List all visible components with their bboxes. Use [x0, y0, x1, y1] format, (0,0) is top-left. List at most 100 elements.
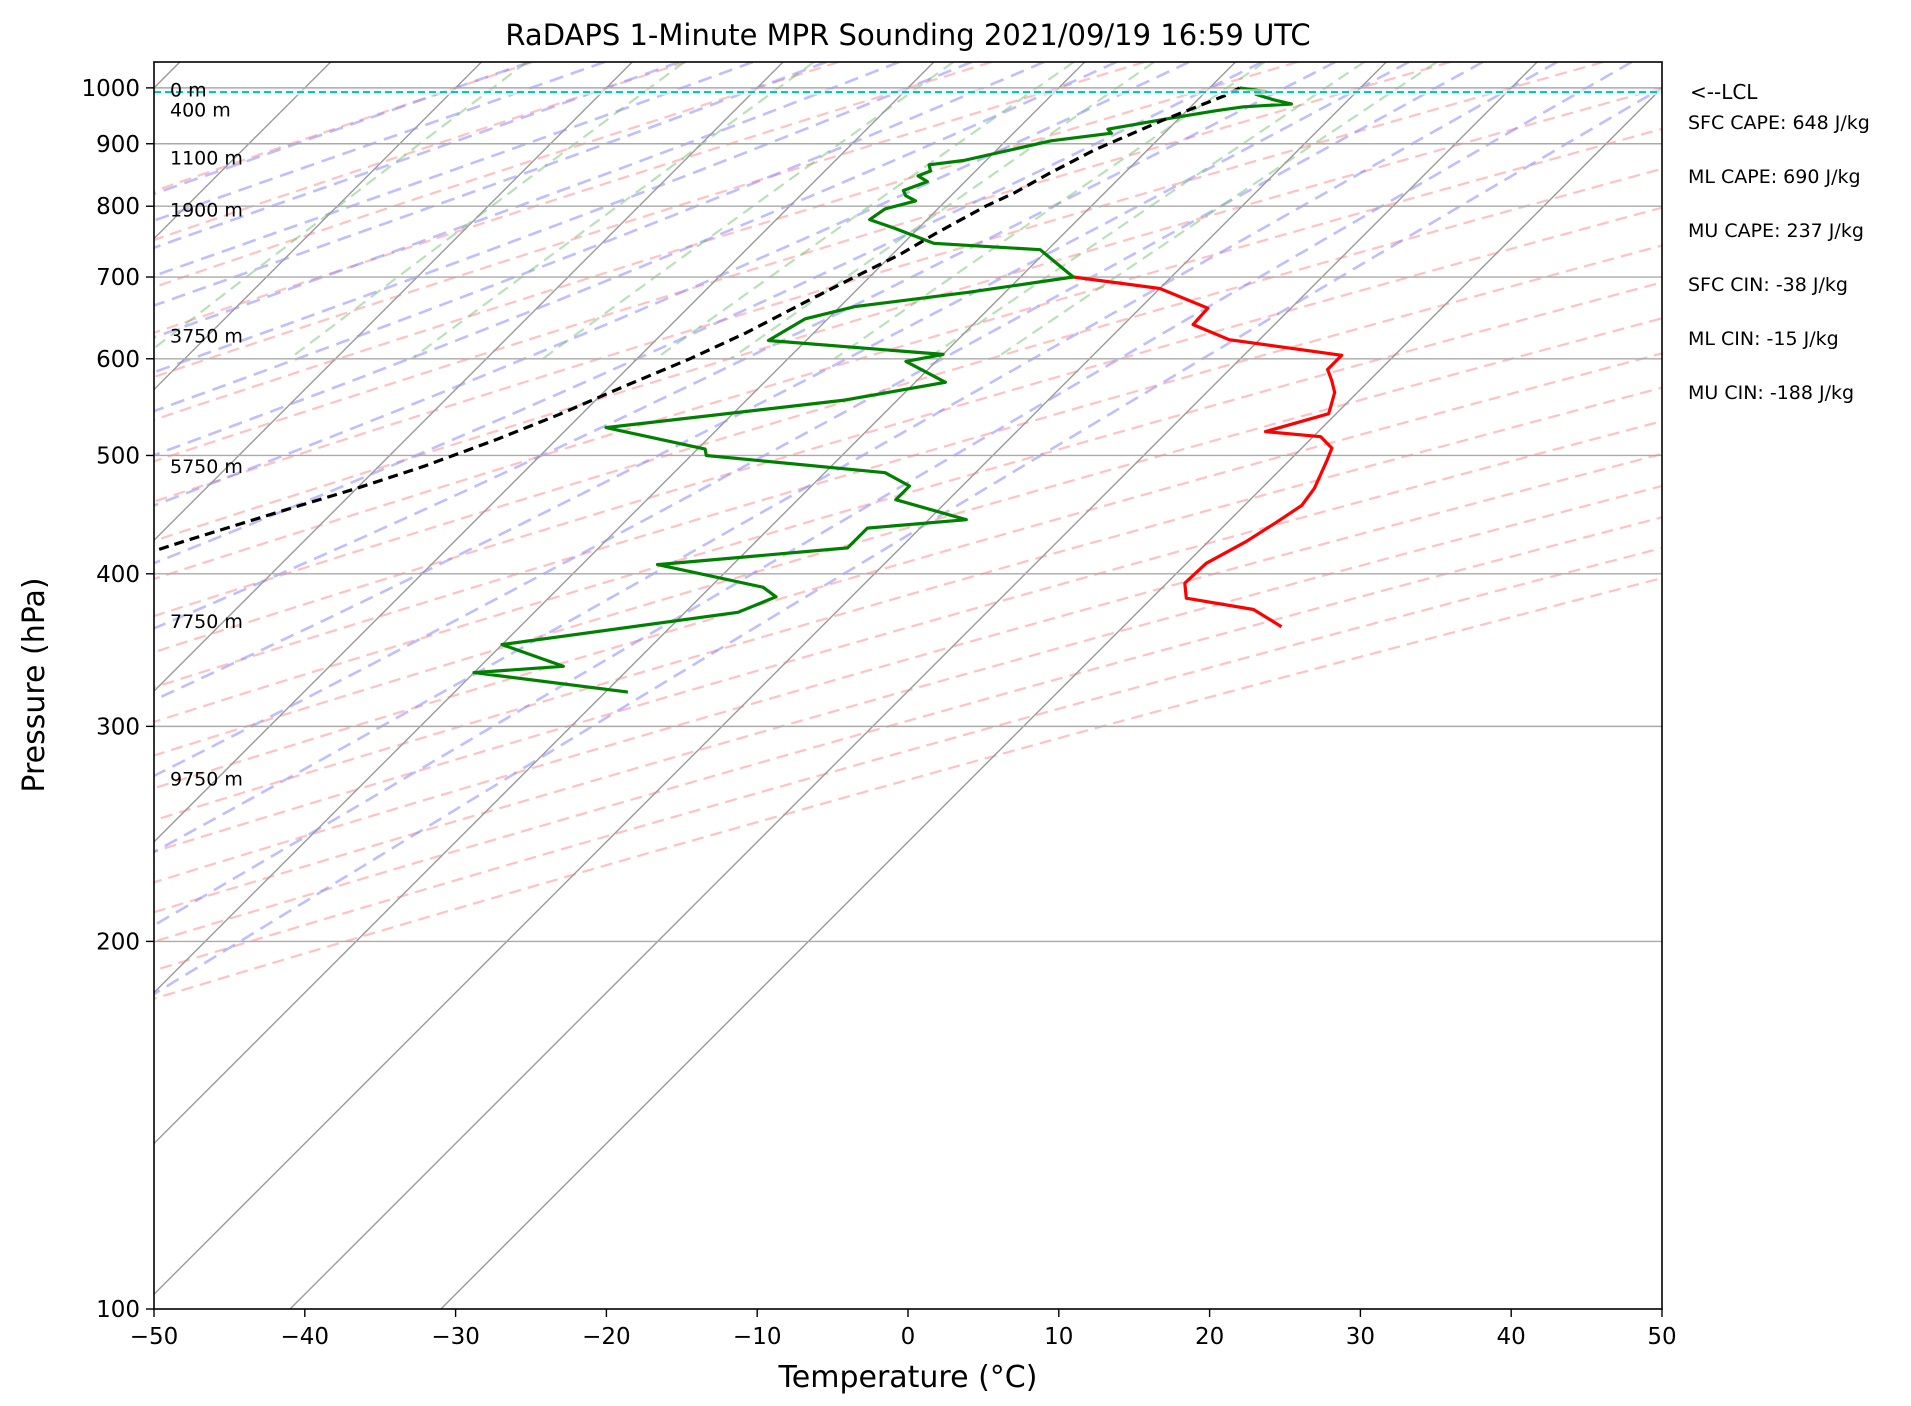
x-tick-label: −10	[733, 1324, 782, 1350]
moist-adiabat	[154, 62, 973, 374]
isotherm	[154, 62, 1086, 994]
height-label: 7750 m	[170, 611, 243, 633]
dry-adiabat	[154, 484, 1662, 914]
isotherm	[154, 62, 482, 391]
moist-adiabat	[154, 62, 1558, 854]
y-tick-label: 100	[96, 1297, 140, 1323]
isotherm	[154, 62, 1387, 1296]
isobar-gridlines	[154, 87, 1662, 943]
y-tick-label: 600	[96, 347, 140, 373]
lcl-label: <--LCL	[1690, 80, 1758, 104]
y-tick-label: 800	[96, 194, 140, 220]
moist-adiabat	[154, 62, 1118, 457]
dry-adiabat	[154, 386, 1662, 822]
isotherm	[154, 62, 784, 693]
dry-adiabat	[154, 281, 1662, 724]
moist-adiabat	[154, 62, 1336, 630]
x-tick-label: −40	[281, 1324, 330, 1350]
x-tick-label: 50	[1647, 1324, 1676, 1350]
moist-adiabat	[154, 62, 606, 222]
y-tick-label: 400	[96, 562, 140, 588]
index-text: ML CAPE: 690 J/kg	[1688, 166, 1861, 188]
index-text: SFC CIN: -38 J/kg	[1688, 274, 1848, 296]
dry-adiabat	[154, 62, 1604, 503]
mixing-ratio-line	[994, 62, 1438, 360]
moist-adiabat	[154, 62, 1633, 927]
isotherm	[440, 86, 1662, 1309]
dewpoint-profile-line	[472, 86, 1294, 694]
dry-adiabat	[154, 452, 1662, 884]
x-axis-label: Temperature (°C)	[778, 1360, 1038, 1395]
mixing-ratio-line	[288, 62, 686, 360]
chart-title: RaDAPS 1-Minute MPR Sounding 2021/09/19 …	[505, 18, 1310, 52]
isotherm	[289, 62, 1538, 1309]
dry-adiabat	[154, 62, 1451, 463]
height-label: 400 m	[170, 100, 231, 122]
y-axis-ticks: 100 200 300 400 500 600 700 800 900 1000	[81, 76, 154, 1323]
dry-adiabat	[154, 62, 840, 289]
dry-adiabat	[154, 546, 1662, 972]
y-tick-label: 700	[96, 265, 140, 291]
mixing-ratio-line	[654, 62, 1075, 360]
dry-adiabat	[154, 244, 1662, 689]
isotherm	[154, 62, 935, 843]
mixing-ratio-line	[542, 62, 955, 360]
index-text: MU CIN: -188 J/kg	[1688, 382, 1854, 404]
lcl-marker-group: <--LCL	[154, 80, 1758, 104]
moist-adiabat	[154, 62, 754, 278]
moist-adiabat	[154, 86, 1662, 996]
dry-adiabat	[154, 62, 687, 242]
x-tick-label: 30	[1346, 1324, 1375, 1350]
temperature-profile-line	[1072, 275, 1344, 629]
height-label: 0 m	[170, 79, 207, 101]
y-tick-label: 1000	[81, 76, 140, 102]
isotherm	[154, 62, 633, 542]
height-label: 1100 m	[170, 147, 243, 169]
moist-adiabat	[154, 62, 531, 196]
dry-adiabat	[154, 127, 1662, 581]
x-tick-label: −30	[431, 1324, 480, 1350]
moist-adiabat	[154, 62, 1190, 507]
x-tick-label: −50	[130, 1324, 179, 1350]
height-label: 9750 m	[170, 768, 243, 790]
x-tick-label: 20	[1195, 1324, 1224, 1350]
y-tick-label: 500	[96, 443, 140, 469]
moist-adiabat	[154, 62, 900, 339]
index-text: MU CAPE: 237 J/kg	[1688, 220, 1864, 242]
height-label: 1900 m	[170, 200, 243, 222]
mixing-ratio-line	[833, 62, 1266, 360]
y-tick-label: 900	[96, 132, 140, 158]
y-axis-label: Pressure (hPa)	[17, 577, 52, 792]
moist-adiabat	[154, 62, 1263, 565]
x-tick-label: 10	[1044, 1324, 1073, 1350]
parcel-profile-line	[154, 86, 1241, 553]
x-axis-ticks: −50 −40 −30 −20 −10 0 10 20 30 40 50	[130, 1309, 1677, 1350]
dry-adiabat	[154, 62, 1298, 421]
index-text: ML CIN: -15 J/kg	[1688, 328, 1839, 350]
x-tick-label: −20	[582, 1324, 631, 1350]
dry-adiabat	[154, 62, 993, 334]
y-tick-label: 200	[96, 929, 140, 955]
sounding-series	[154, 86, 1344, 694]
background-reference-lines	[154, 62, 1662, 1309]
x-tick-label: 40	[1497, 1324, 1526, 1350]
dry-adiabat	[154, 420, 1662, 853]
height-label: 5750 m	[170, 456, 243, 478]
moist-adiabat	[154, 62, 1410, 702]
index-text: SFC CAPE: 648 J/kg	[1688, 112, 1870, 134]
moist-adiabat	[154, 62, 1045, 413]
x-tick-label: 0	[901, 1324, 916, 1350]
mixing-ratio-line	[154, 62, 528, 350]
stability-indices: SFC CAPE: 648 J/kg ML CAPE: 690 J/kg MU CA…	[1688, 112, 1870, 404]
height-label: 3750 m	[170, 325, 243, 347]
moist-adiabat	[154, 62, 827, 307]
dry-adiabat	[154, 86, 1662, 542]
dry-adiabat	[154, 62, 534, 193]
mixing-ratio-line	[410, 62, 815, 360]
isotherm	[154, 62, 1236, 1145]
y-tick-label: 300	[96, 714, 140, 740]
mixing-ratio-line	[926, 62, 1365, 360]
moist-adiabat	[154, 62, 1484, 778]
